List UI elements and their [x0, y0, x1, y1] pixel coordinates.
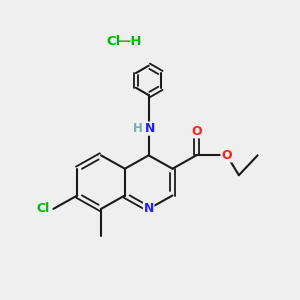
Text: Cl: Cl — [107, 35, 121, 48]
Text: Cl: Cl — [36, 202, 50, 215]
Text: H: H — [133, 122, 143, 135]
Text: O: O — [191, 125, 202, 138]
Text: N: N — [143, 202, 154, 215]
Text: —H: —H — [117, 35, 141, 48]
Text: N: N — [145, 122, 155, 135]
Text: O: O — [221, 149, 232, 162]
